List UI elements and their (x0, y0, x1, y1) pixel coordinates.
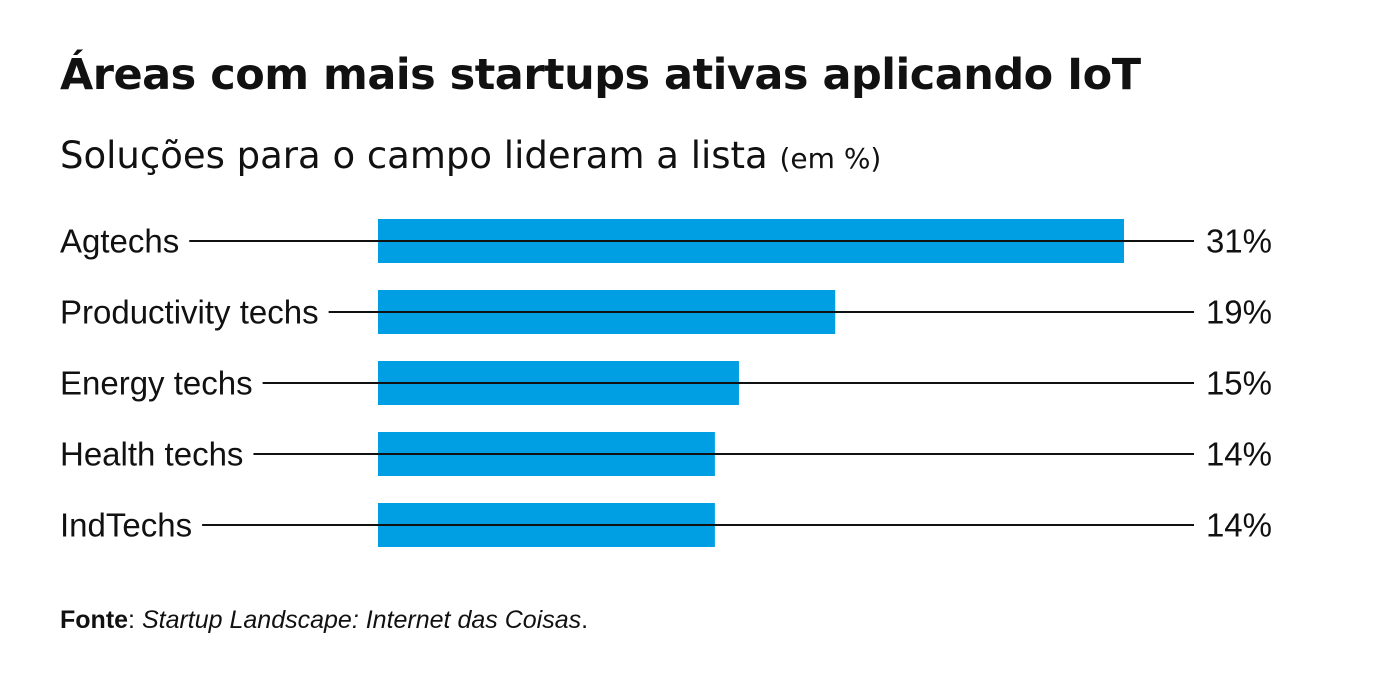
value-label: 15% (1206, 365, 1272, 402)
category-label: IndTechs (60, 507, 192, 544)
chart-subtitle: Soluções para o campo lideram a lista (e… (60, 134, 882, 177)
category-label: Agtechs (60, 223, 179, 260)
source-note: Fonte: Startup Landscape: Internet das C… (60, 606, 588, 635)
source-end: . (581, 606, 589, 634)
value-label: 19% (1206, 294, 1272, 331)
value-label: 14% (1206, 436, 1272, 473)
category-label: Health techs (60, 436, 243, 473)
chart-title: Áreas com mais startups ativas aplicando… (60, 50, 1141, 100)
value-label: 31% (1206, 223, 1272, 260)
source-text: Startup Landscape: Internet das Coisas (141, 606, 582, 634)
category-label: Productivity techs (60, 294, 319, 331)
value-label: 14% (1206, 507, 1272, 544)
unit-note: (em %) (779, 142, 882, 175)
source-separator: : (128, 606, 142, 634)
category-label: Energy techs (60, 365, 253, 402)
source-label: Fonte (60, 606, 129, 634)
subtitle-text: Soluções para o campo lideram a lista (60, 134, 768, 177)
